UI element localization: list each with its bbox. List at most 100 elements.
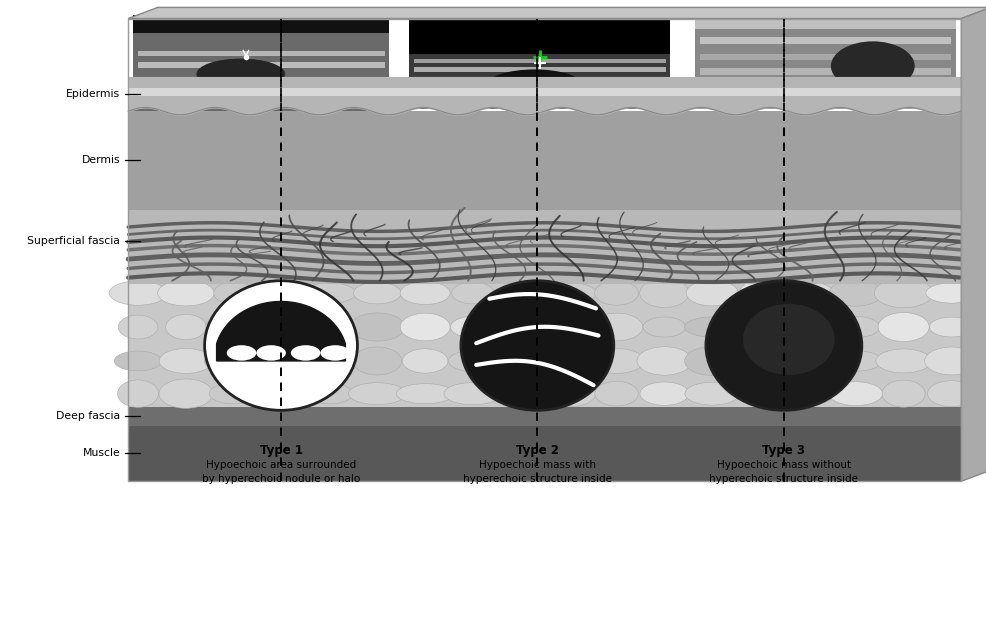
Ellipse shape bbox=[209, 383, 258, 404]
Ellipse shape bbox=[159, 349, 213, 373]
Bar bbox=[128, 19, 961, 481]
Ellipse shape bbox=[595, 381, 638, 406]
Bar bbox=[128, 407, 961, 426]
Ellipse shape bbox=[460, 281, 613, 410]
Ellipse shape bbox=[214, 282, 253, 304]
Ellipse shape bbox=[706, 281, 862, 410]
Ellipse shape bbox=[492, 383, 549, 404]
Ellipse shape bbox=[158, 280, 214, 306]
Ellipse shape bbox=[925, 347, 978, 375]
Ellipse shape bbox=[879, 312, 929, 342]
Polygon shape bbox=[217, 302, 345, 361]
Ellipse shape bbox=[259, 314, 304, 340]
Ellipse shape bbox=[829, 382, 882, 405]
Ellipse shape bbox=[498, 350, 543, 372]
Ellipse shape bbox=[637, 347, 692, 375]
Text: Epidermis: Epidermis bbox=[66, 89, 120, 99]
Ellipse shape bbox=[928, 381, 975, 407]
Ellipse shape bbox=[737, 317, 783, 337]
Ellipse shape bbox=[541, 381, 596, 407]
Polygon shape bbox=[961, 7, 986, 481]
Ellipse shape bbox=[643, 317, 685, 337]
Ellipse shape bbox=[832, 317, 880, 337]
Ellipse shape bbox=[829, 350, 882, 371]
Ellipse shape bbox=[589, 349, 644, 373]
Bar bbox=[414, 59, 666, 63]
Ellipse shape bbox=[166, 315, 206, 339]
Ellipse shape bbox=[831, 41, 915, 91]
Ellipse shape bbox=[595, 281, 639, 305]
Ellipse shape bbox=[788, 315, 828, 339]
Ellipse shape bbox=[686, 280, 739, 306]
Ellipse shape bbox=[780, 347, 835, 375]
Ellipse shape bbox=[118, 315, 158, 339]
Ellipse shape bbox=[205, 348, 263, 374]
Ellipse shape bbox=[256, 346, 286, 360]
Ellipse shape bbox=[109, 281, 167, 305]
Bar bbox=[409, 14, 670, 109]
Ellipse shape bbox=[306, 383, 353, 404]
Ellipse shape bbox=[204, 281, 357, 410]
Ellipse shape bbox=[740, 280, 780, 307]
Ellipse shape bbox=[449, 350, 498, 371]
Ellipse shape bbox=[732, 350, 789, 372]
Ellipse shape bbox=[738, 381, 783, 406]
Bar bbox=[128, 111, 961, 210]
Ellipse shape bbox=[451, 317, 495, 337]
Text: Hypoechoic mass without
hyperechoic structure inside: Hypoechoic mass without hyperechoic stru… bbox=[709, 460, 859, 484]
Ellipse shape bbox=[260, 279, 303, 307]
Bar bbox=[138, 81, 385, 86]
Ellipse shape bbox=[159, 379, 213, 408]
Ellipse shape bbox=[396, 384, 454, 404]
Bar bbox=[700, 54, 951, 60]
Bar bbox=[700, 68, 951, 75]
Ellipse shape bbox=[258, 348, 305, 374]
Ellipse shape bbox=[353, 283, 401, 304]
Bar bbox=[700, 37, 951, 44]
Text: Hypoechoic area surrounded
by hyperechoic nodule or halo: Hypoechoic area surrounded by hyperechoi… bbox=[202, 460, 360, 484]
Ellipse shape bbox=[782, 282, 833, 304]
Ellipse shape bbox=[926, 283, 977, 303]
Ellipse shape bbox=[930, 317, 973, 337]
Ellipse shape bbox=[545, 349, 593, 373]
Bar bbox=[133, 15, 389, 33]
Bar bbox=[414, 78, 666, 81]
Bar bbox=[128, 271, 961, 407]
Bar bbox=[695, 14, 956, 109]
Ellipse shape bbox=[684, 346, 740, 376]
Ellipse shape bbox=[485, 69, 584, 103]
Ellipse shape bbox=[875, 278, 933, 308]
Ellipse shape bbox=[114, 351, 162, 371]
Text: Type 2: Type 2 bbox=[516, 444, 559, 457]
Bar bbox=[128, 426, 961, 481]
Text: Hypoechoic mass with
hyperechoic structure inside: Hypoechoic mass with hyperechoic structu… bbox=[462, 460, 612, 484]
Text: Dermis: Dermis bbox=[82, 155, 120, 165]
Ellipse shape bbox=[402, 349, 448, 373]
Ellipse shape bbox=[685, 382, 740, 405]
Ellipse shape bbox=[444, 383, 502, 405]
Bar bbox=[128, 88, 961, 96]
Ellipse shape bbox=[743, 304, 835, 375]
Ellipse shape bbox=[227, 346, 256, 360]
Ellipse shape bbox=[308, 314, 351, 340]
Ellipse shape bbox=[300, 346, 359, 376]
Polygon shape bbox=[128, 7, 986, 19]
Bar bbox=[695, 14, 956, 29]
Text: Type 3: Type 3 bbox=[762, 444, 806, 457]
Bar bbox=[128, 210, 961, 284]
Text: Muscle: Muscle bbox=[83, 449, 120, 458]
Bar bbox=[138, 51, 385, 56]
Ellipse shape bbox=[206, 312, 261, 342]
Text: Deep fascia: Deep fascia bbox=[56, 412, 120, 421]
Ellipse shape bbox=[684, 317, 740, 337]
Ellipse shape bbox=[829, 280, 882, 306]
Bar bbox=[409, 14, 670, 54]
Bar bbox=[138, 62, 385, 68]
Ellipse shape bbox=[542, 313, 596, 341]
Bar bbox=[414, 67, 666, 72]
Ellipse shape bbox=[400, 281, 451, 305]
Ellipse shape bbox=[291, 346, 320, 360]
Ellipse shape bbox=[782, 382, 834, 405]
Ellipse shape bbox=[876, 349, 932, 373]
Ellipse shape bbox=[452, 282, 494, 304]
